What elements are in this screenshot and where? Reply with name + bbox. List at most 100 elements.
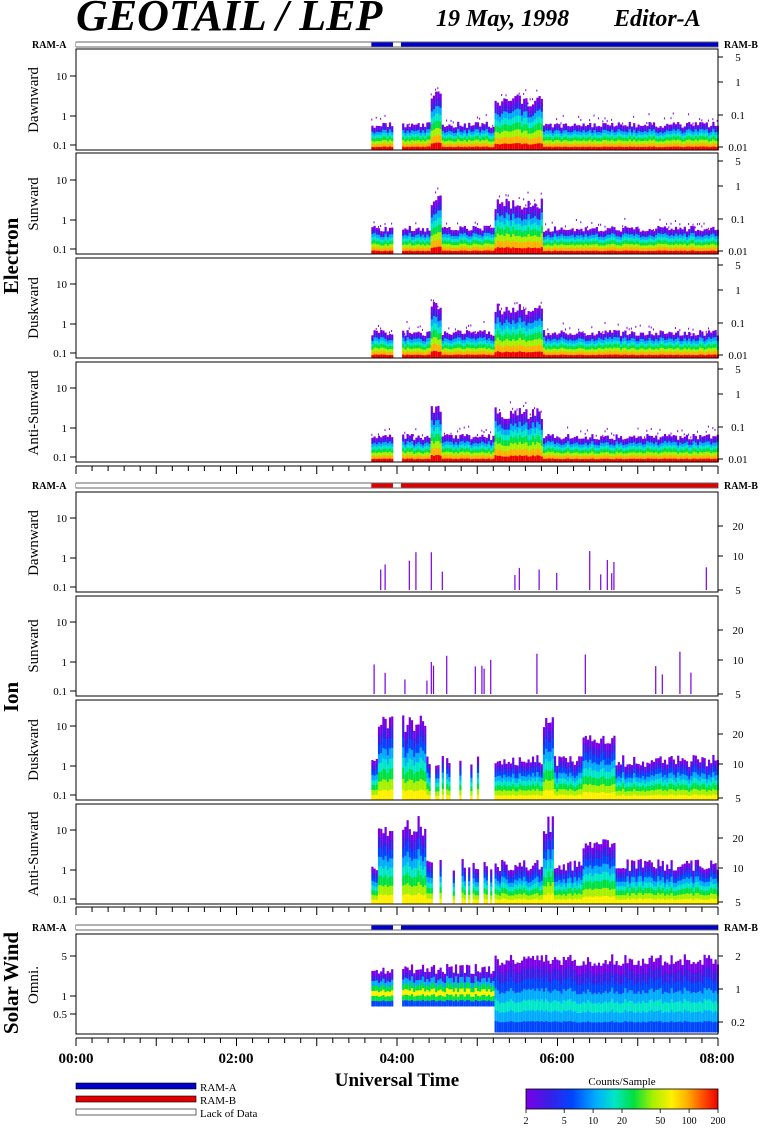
spectrogram-cell	[591, 326, 593, 329]
spectrogram-cell	[377, 342, 381, 346]
spectrogram-cell	[439, 217, 442, 226]
spectrogram-cell	[553, 124, 557, 128]
spectrogram-cell	[580, 335, 583, 340]
spectrogram-cell	[703, 146, 706, 151]
spectrogram-cell	[498, 127, 502, 134]
spectrogram-cell	[377, 132, 381, 136]
spectrogram-cell	[483, 124, 486, 128]
spectrogram-cell	[564, 242, 568, 246]
spectrogram-cell	[487, 444, 491, 449]
spectrogram-cell	[626, 349, 629, 353]
spectrogram-cell	[538, 436, 541, 444]
spectrogram-cell	[406, 330, 409, 335]
spectrogram-cell	[441, 240, 444, 245]
spectrogram-cell	[630, 351, 634, 356]
spectrogram-cell	[505, 226, 508, 234]
spectrogram-cell	[382, 234, 385, 238]
spectrogram-cell	[567, 451, 570, 456]
spectrogram-cell	[553, 133, 557, 138]
spectrogram-cell	[463, 348, 466, 353]
spectrogram-cell	[611, 335, 614, 340]
spectrogram-cell	[373, 458, 376, 463]
spectrogram-cell	[468, 448, 471, 453]
spectrogram-cell	[388, 244, 392, 248]
spectrogram-cell	[479, 138, 482, 142]
spectrogram-cell	[417, 331, 420, 336]
spectrogram-cell	[606, 445, 609, 450]
spectrogram-cell	[525, 248, 528, 255]
spectrogram-cell	[670, 341, 673, 346]
spectrogram-cell	[470, 439, 473, 443]
spectrogram-cell	[637, 241, 640, 245]
spectrogram-cell	[410, 136, 414, 141]
spectrogram-cell	[428, 458, 431, 463]
spectrogram-cell	[415, 137, 418, 141]
spectrogram-cell	[584, 436, 587, 441]
spectrogram-cell	[619, 458, 623, 463]
spectrogram-cell	[468, 245, 471, 249]
spectrogram-cell	[509, 329, 513, 336]
y-tick-label: 0.1	[731, 214, 745, 226]
spectrogram-cell	[446, 342, 449, 346]
spectrogram-cell	[602, 337, 605, 341]
spectrogram-cell	[582, 339, 585, 343]
spectrogram-cell	[626, 147, 629, 151]
spectrogram-cell	[611, 351, 614, 356]
spectrogram-cell	[437, 405, 440, 414]
spectrogram-cell	[677, 354, 680, 359]
spectrogram-cell	[421, 130, 425, 134]
spectrogram-cell	[507, 107, 510, 114]
spectrogram-cell	[490, 439, 493, 444]
spectrogram-cell	[657, 447, 660, 452]
spectrogram-cell	[531, 205, 535, 213]
spectrogram-cell	[406, 137, 409, 141]
spectrogram-cell	[652, 349, 656, 353]
spectrogram-cell	[424, 344, 427, 348]
spectrogram-cell	[410, 231, 414, 235]
spectrogram-cell	[534, 137, 537, 145]
spectrogram-cell	[520, 449, 524, 457]
spectrogram-cell	[509, 231, 513, 238]
spectrogram-cell	[410, 441, 414, 446]
spectrogram-cell	[375, 140, 378, 145]
spectrogram-cell	[437, 203, 440, 212]
spectrogram-cell	[584, 243, 587, 248]
spectrogram-cell	[391, 449, 394, 454]
spectrogram-cell	[459, 337, 462, 342]
spectrogram-cell	[474, 236, 477, 241]
spectrogram-cell	[494, 143, 497, 151]
spectrogram-cell	[417, 250, 420, 255]
spectrogram-cell	[542, 340, 546, 345]
spectrogram-cell	[536, 130, 539, 138]
spectrogram-cell	[450, 438, 453, 443]
ram-bar-segment	[401, 925, 718, 930]
spectrogram-cell	[439, 100, 442, 109]
spectrogram-cell	[419, 345, 422, 350]
spectrogram-cell	[580, 453, 583, 457]
spectrogram-cell	[589, 352, 592, 356]
spectrogram-cell	[410, 458, 414, 463]
spectrogram-cell	[648, 334, 651, 339]
spectrogram-cell	[417, 344, 420, 349]
spectrogram-cell	[408, 232, 411, 237]
spectrogram-cell	[562, 441, 565, 445]
spectrogram-cell	[573, 446, 576, 451]
spectrogram-cell	[388, 451, 392, 456]
spectrogram-cell	[655, 339, 658, 343]
spectrogram-cell	[674, 332, 678, 337]
spectrogram-cell	[481, 348, 484, 352]
spectrogram-cell	[419, 230, 422, 235]
spectrogram-cell	[699, 248, 702, 252]
spectrogram-cell	[472, 455, 475, 460]
spectrogram-cell	[410, 451, 414, 456]
spectrogram-cell	[505, 99, 508, 106]
spectrogram-cell	[624, 236, 627, 241]
spectrogram-cell	[437, 433, 440, 442]
spectrogram-cell	[626, 141, 629, 145]
spectrogram-cell	[714, 351, 717, 356]
spectrogram-cell	[417, 435, 420, 440]
spectrogram-cell	[604, 245, 607, 249]
spectrogram-cell	[404, 447, 407, 451]
spectrogram-cell	[496, 206, 499, 214]
spectrogram-cell	[633, 351, 636, 356]
